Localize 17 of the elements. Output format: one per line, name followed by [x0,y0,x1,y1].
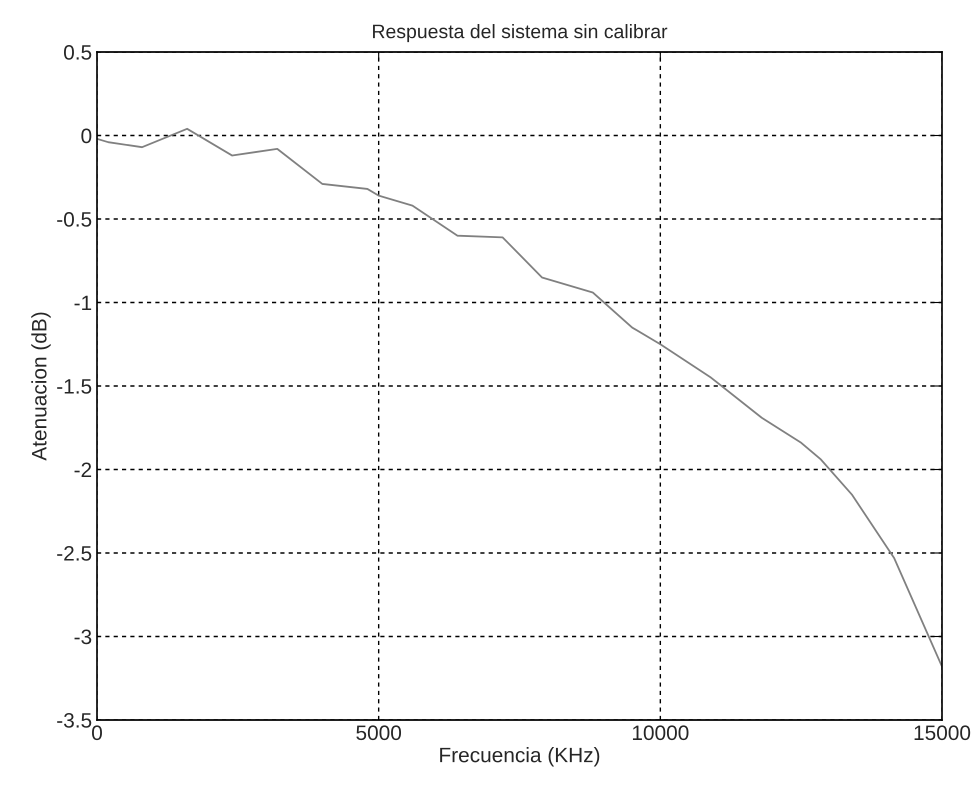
y-tick-label: -1.5 [57,379,92,394]
y-tick-label: 0 [81,128,92,144]
x-tick-label: 10000 [632,725,688,740]
y-tick-label: -2 [74,462,92,478]
y-tick-label: 0.5 [64,45,92,60]
y-axis-title: Atenuacion (dB) [31,312,51,461]
x-axis-title: Frecuencia (KHz) [440,747,600,766]
y-tick-label: -0.5 [57,212,92,227]
chart-title: Respuesta del sistema sin calibrar [373,24,668,42]
x-tick-label: 15000 [914,725,970,740]
line-series [97,128,942,668]
y-tick-label: -1 [74,296,92,310]
y-tick-label: -3.5 [57,713,92,728]
y-tick-label: -3 [74,630,92,644]
x-tick-label: 5000 [356,725,402,740]
y-tick-label: -2.5 [57,546,92,561]
x-tick-label: 0 [92,725,102,740]
